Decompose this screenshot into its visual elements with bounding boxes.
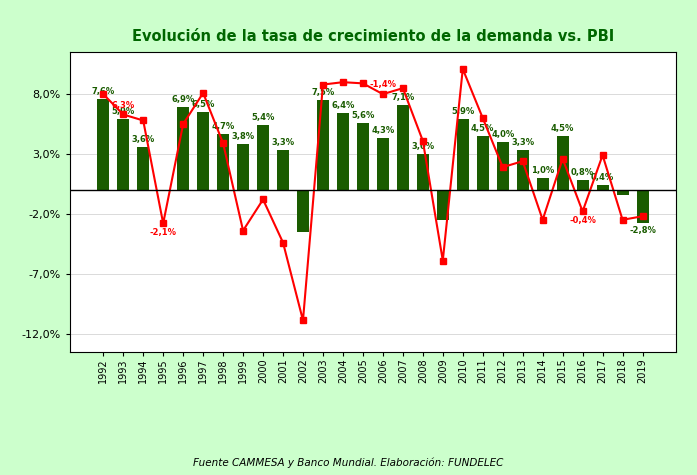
Text: 5,9%: 5,9% bbox=[112, 107, 135, 116]
Text: 6,5%: 6,5% bbox=[192, 100, 215, 109]
Bar bbox=[537, 178, 549, 190]
Text: 0,4%: 0,4% bbox=[591, 173, 614, 182]
Text: 5,6%: 5,6% bbox=[351, 111, 374, 120]
Text: -0,4%: -0,4% bbox=[569, 216, 596, 225]
Bar bbox=[297, 190, 309, 232]
Bar bbox=[557, 136, 569, 190]
Title: Evolución de la tasa de crecimiento de la demanda vs. PBI: Evolución de la tasa de crecimiento de l… bbox=[132, 29, 614, 44]
Text: 3,8%: 3,8% bbox=[231, 133, 254, 142]
Bar bbox=[636, 190, 648, 223]
Bar bbox=[457, 119, 469, 190]
Text: 6,3%: 6,3% bbox=[112, 101, 135, 110]
Text: 7,1%: 7,1% bbox=[391, 93, 415, 102]
Bar bbox=[377, 138, 389, 190]
Bar bbox=[516, 151, 529, 190]
Bar bbox=[217, 133, 229, 190]
Bar bbox=[257, 125, 269, 190]
Text: 6,4%: 6,4% bbox=[331, 101, 355, 110]
Text: 3,3%: 3,3% bbox=[511, 138, 535, 147]
Text: 4,0%: 4,0% bbox=[491, 130, 514, 139]
Text: 0,8%: 0,8% bbox=[571, 168, 594, 177]
Text: 5,4%: 5,4% bbox=[252, 113, 275, 122]
Text: -1,4%: -1,4% bbox=[369, 80, 397, 89]
Bar bbox=[417, 154, 429, 190]
Text: 6,9%: 6,9% bbox=[171, 95, 194, 104]
Bar bbox=[357, 123, 369, 190]
Text: Fuente CAMMESA y Banco Mundial. Elaboración: FUNDELEC: Fuente CAMMESA y Banco Mundial. Elaborac… bbox=[193, 457, 504, 467]
Bar bbox=[98, 99, 109, 190]
Bar bbox=[137, 147, 149, 190]
Bar bbox=[197, 112, 209, 190]
Text: -2,1%: -2,1% bbox=[150, 228, 176, 237]
Bar bbox=[277, 151, 289, 190]
Text: 3,3%: 3,3% bbox=[271, 138, 295, 147]
Text: 7,5%: 7,5% bbox=[312, 88, 335, 97]
Bar bbox=[337, 114, 349, 190]
Text: 3,0%: 3,0% bbox=[411, 142, 434, 151]
Bar bbox=[477, 136, 489, 190]
Bar bbox=[237, 144, 249, 190]
Text: 1,0%: 1,0% bbox=[531, 166, 554, 175]
Text: 4,5%: 4,5% bbox=[551, 124, 574, 133]
Bar bbox=[437, 190, 449, 220]
Text: 5,9%: 5,9% bbox=[451, 107, 475, 116]
Bar bbox=[497, 142, 509, 190]
Bar bbox=[117, 119, 129, 190]
Text: 4,5%: 4,5% bbox=[471, 124, 494, 133]
Bar bbox=[177, 107, 189, 190]
Bar bbox=[597, 185, 608, 190]
Text: 7,6%: 7,6% bbox=[91, 87, 115, 96]
Bar bbox=[617, 190, 629, 195]
Bar bbox=[397, 105, 409, 190]
Bar bbox=[576, 180, 588, 190]
Text: 4,7%: 4,7% bbox=[211, 122, 235, 131]
Text: 3,6%: 3,6% bbox=[132, 135, 155, 144]
Text: -2,8%: -2,8% bbox=[629, 227, 656, 236]
Bar bbox=[317, 100, 329, 190]
Text: 4,3%: 4,3% bbox=[372, 126, 395, 135]
